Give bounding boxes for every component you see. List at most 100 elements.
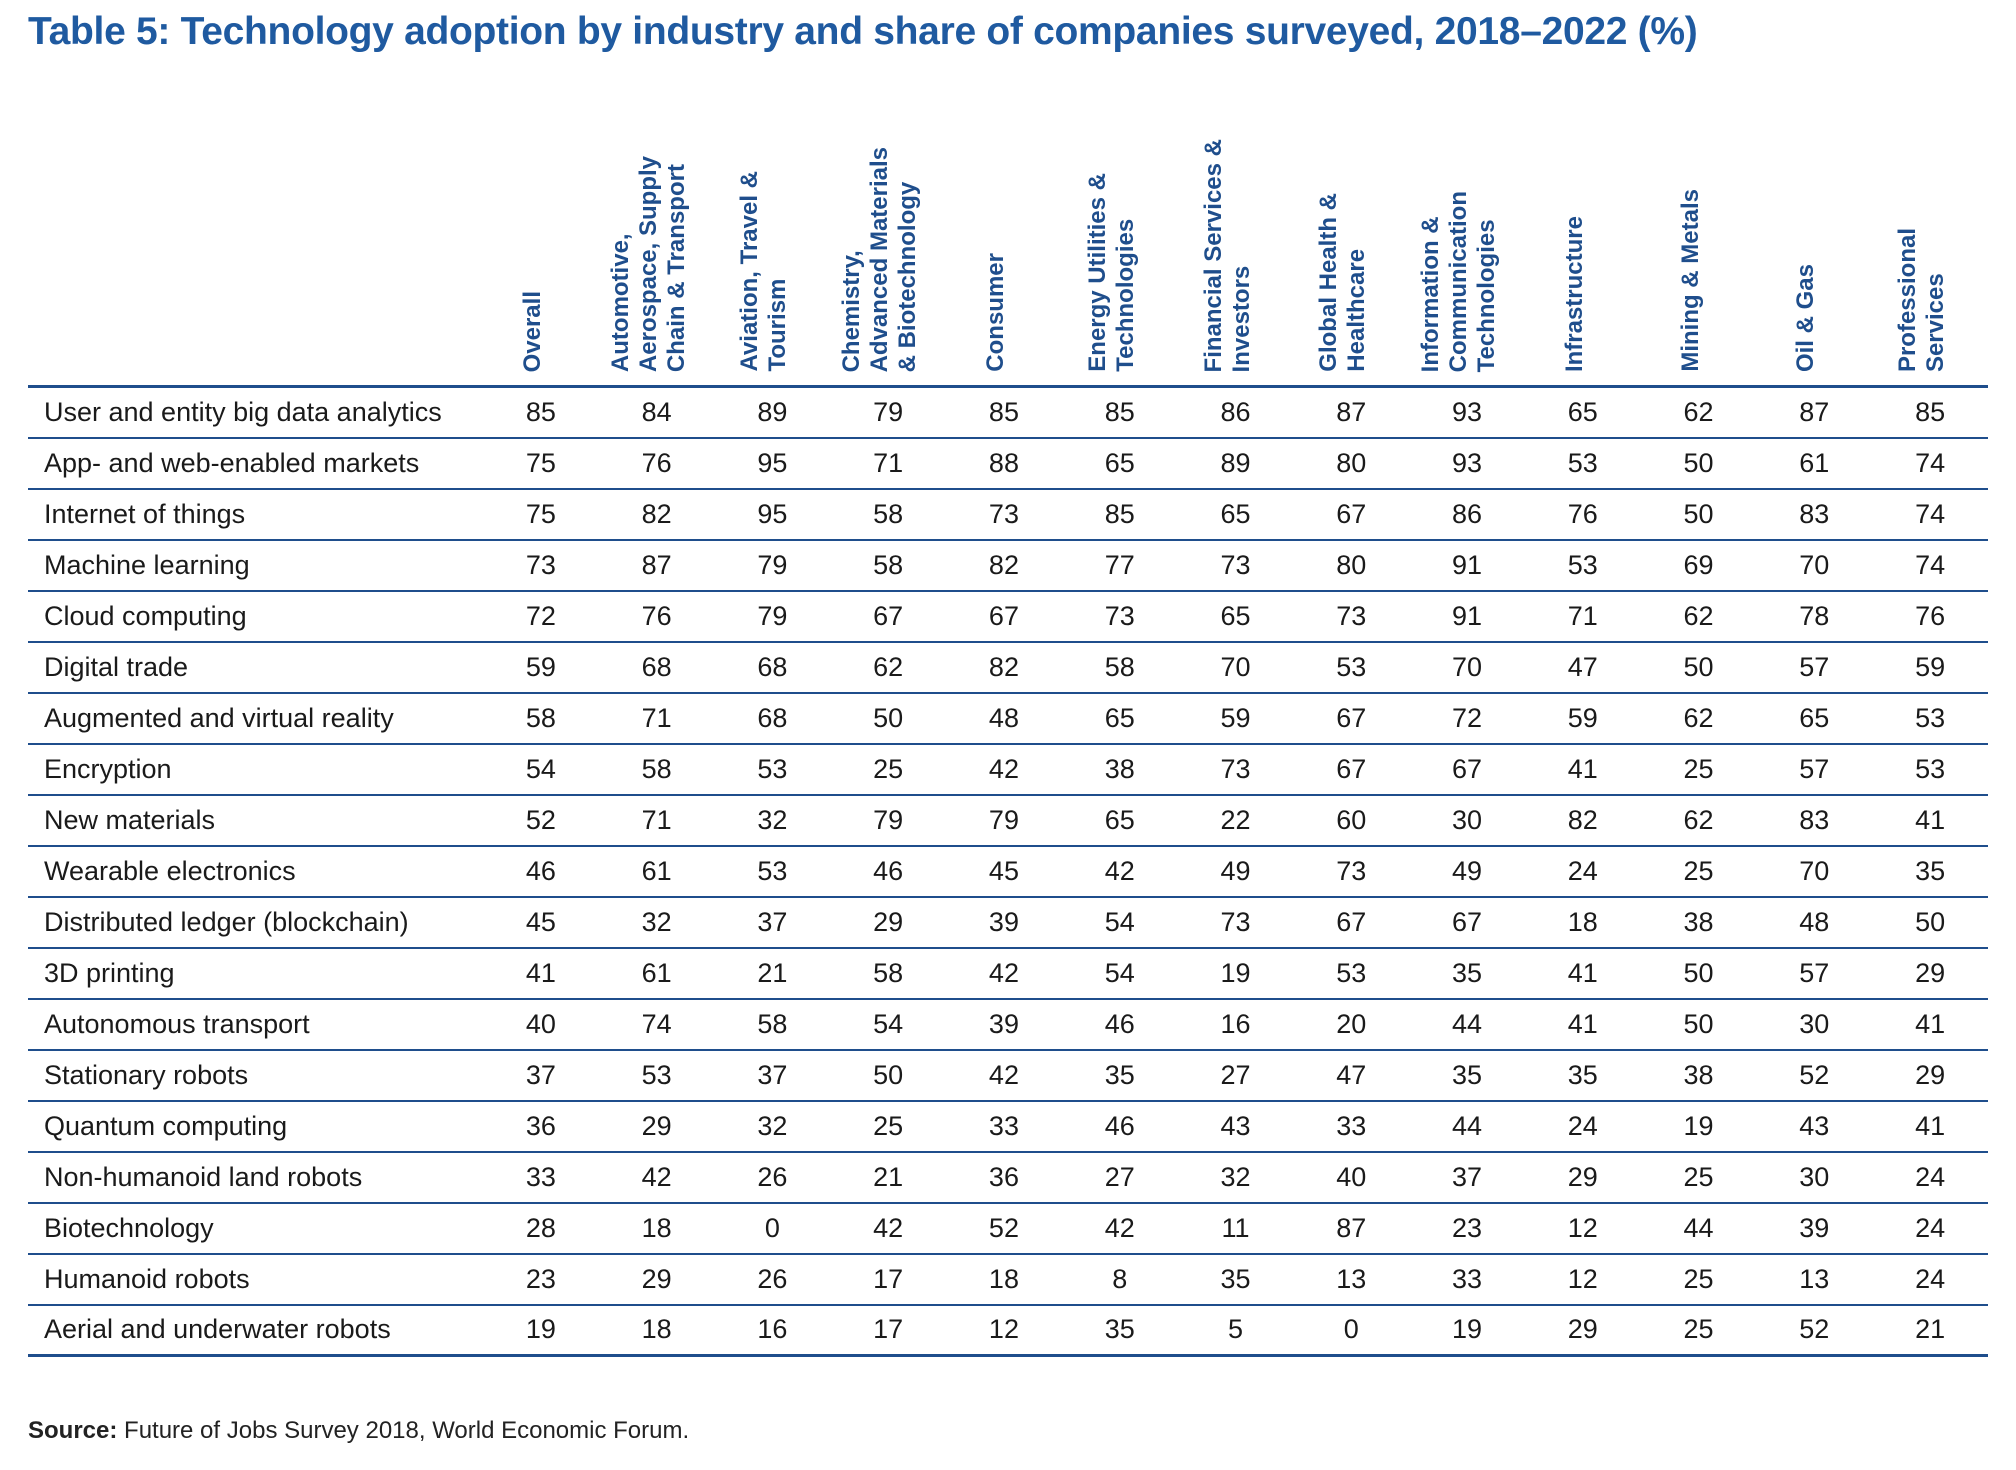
table-cell: 36 (946, 1151, 1062, 1204)
column-header: Chemistry, Advanced Materials & Biotechn… (838, 146, 922, 372)
table-cell: 35 (1524, 1049, 1641, 1102)
table-cell: 53 (1872, 743, 1988, 796)
table-cell: 26 (714, 1151, 831, 1204)
table-cell: 24 (1872, 1253, 1988, 1306)
table-cell: 80 (1293, 437, 1410, 490)
table-cell: 53 (714, 845, 831, 898)
table-cell: 45 (946, 845, 1062, 898)
table-cell: 62 (1640, 692, 1757, 745)
source-note: Source: Future of Jobs Survey 2018, Worl… (28, 1417, 689, 1445)
table-cell: 25 (1640, 1151, 1757, 1204)
table-cell: 62 (830, 641, 947, 694)
table-cell: 38 (1640, 896, 1757, 949)
table-cell: 50 (1640, 947, 1757, 1000)
table-cell: 85 (946, 386, 1062, 439)
table-cell: 29 (1872, 1049, 1988, 1102)
table-cell: 33 (1409, 1253, 1525, 1306)
table-cell: 73 (1293, 590, 1410, 643)
table-cell: 61 (598, 947, 715, 1000)
table-cell: 41 (483, 947, 599, 1000)
table-cell: 57 (1756, 743, 1873, 796)
table-cell: 41 (1872, 998, 1988, 1051)
table-cell: 50 (1872, 896, 1988, 949)
table-cell: 50 (1640, 437, 1757, 490)
table-cell: 82 (946, 539, 1062, 592)
table-cell: 43 (1756, 1100, 1873, 1153)
table-cell: 54 (1061, 896, 1178, 949)
row-label: Biotechnology (28, 1202, 483, 1255)
table-cell: 93 (1409, 437, 1525, 490)
table-cell: 50 (1640, 998, 1757, 1051)
table-cell: 27 (1177, 1049, 1294, 1102)
table-row: 3D printing 41 61 21 58 42 54 19 53 35 41 50 57 29 (28, 947, 1988, 1000)
table-cell: 87 (1293, 1202, 1410, 1255)
table-cell: 41 (1524, 743, 1641, 796)
table-cell: 88 (946, 437, 1062, 490)
table-cell: 62 (1640, 386, 1757, 439)
table-cell: 16 (757, 1314, 788, 1345)
table-row: Stationary robots 37 53 37 50 42 35 27 47 35 35 38 5… (28, 1049, 1988, 1102)
table-cell: 35 (1409, 947, 1525, 1000)
table-cell: 26 (714, 1253, 831, 1306)
table-cell: 91 (1409, 590, 1525, 643)
table-cell: 86 (1409, 488, 1525, 541)
table-cell: 58 (714, 998, 831, 1051)
table-cell: 71 (1524, 590, 1641, 643)
table-cell: 50 (1640, 641, 1757, 694)
table-cell: 13 (1293, 1253, 1410, 1306)
table-cell: 8 (1061, 1253, 1178, 1306)
column-header: Financial Services & Investors (1199, 138, 1255, 372)
row-label: Augmented and virtual reality (28, 692, 483, 745)
table-cell: 67 (1409, 896, 1525, 949)
table-cell: 0 (714, 1202, 831, 1255)
table-row: Distributed ledger (blockchain) 45 32 37 29 3… (28, 896, 1988, 949)
table-cell: 12 (988, 1314, 1019, 1345)
row-label: Internet of things (28, 488, 483, 541)
table-cell: 87 (598, 539, 715, 592)
table-cell: 75 (483, 437, 599, 490)
table-cell: 12 (1524, 1202, 1641, 1255)
technology-adoption-table: User and entity big data analytics 85 84 89… (28, 385, 1988, 1357)
table-cell: 95 (714, 437, 831, 490)
table-cell: 79 (830, 794, 947, 847)
table-cell: 30 (1409, 794, 1525, 847)
table-cell: 37 (714, 1049, 831, 1102)
table-cell: 62 (1640, 590, 1757, 643)
table-cell: 11 (1177, 1202, 1294, 1255)
table-cell: 65 (1524, 386, 1641, 439)
row-label: Cloud computing (28, 590, 483, 643)
table-cell: 42 (1061, 1202, 1178, 1255)
table-cell: 87 (1293, 386, 1410, 439)
table-cell: 53 (1524, 437, 1641, 490)
row-label: Digital trade (28, 641, 483, 694)
table-row: Cloud computing 72 76 79 67 67 73 65 73 91 71 62 78 7… (28, 590, 1988, 643)
table-cell: 85 (483, 386, 599, 439)
table-cell: 54 (1061, 947, 1178, 1000)
table-cell: 30 (1756, 1151, 1873, 1204)
table-cell: 58 (830, 947, 947, 1000)
table-cell: 29 (598, 1100, 715, 1153)
table-row: Humanoid robots 23 29 26 17 18 8 35 13 33 12 25 13 24 (28, 1253, 1988, 1306)
table-cell: 78 (1756, 590, 1873, 643)
table-row: Quantum computing 36 29 32 25 33 46 43 33 44 24 19 4… (28, 1100, 1988, 1153)
table-cell: 91 (1409, 539, 1525, 592)
table-cell: 32 (714, 794, 831, 847)
table-cell: 33 (946, 1100, 1062, 1153)
table-cell: 82 (598, 488, 715, 541)
table-cell: 93 (1409, 386, 1525, 439)
table-cell: 65 (1177, 590, 1294, 643)
table-cell: 17 (830, 1253, 947, 1306)
table-cell: 58 (830, 539, 947, 592)
table-cell: 73 (1177, 896, 1294, 949)
table-cell: 70 (1177, 641, 1294, 694)
table-cell: 19 (1640, 1100, 1757, 1153)
table-cell: 29 (830, 896, 947, 949)
source-label: Source: (28, 1417, 118, 1444)
table-cell: 74 (1872, 437, 1988, 490)
table-cell: 59 (1872, 641, 1988, 694)
table-cell: 67 (1293, 692, 1410, 745)
column-header: Professional Services (1894, 227, 1950, 372)
table-cell: 72 (483, 590, 599, 643)
table-cell: 25 (830, 1100, 947, 1153)
table-cell: 53 (1293, 947, 1410, 1000)
